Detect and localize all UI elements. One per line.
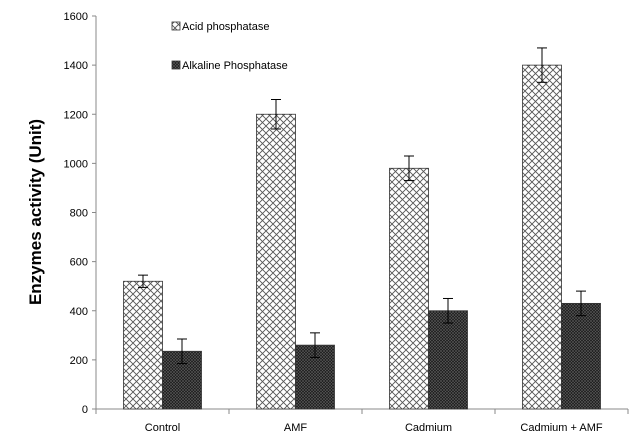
x-tick-label: Control [145,422,180,434]
x-tick-label: AMF [284,422,308,434]
legend-label: Alkaline Phosphatase [182,60,288,72]
y-tick-label: 400 [70,306,88,318]
y-axis: 0 200 400 600 800 1000 1200 1400 1600 [64,11,97,416]
bar-acid-phosphatase [256,113,296,410]
y-tick-label: 600 [70,257,88,269]
x-tick-label: Cadmium [405,422,452,434]
x-tick-label: Cadmium + AMF [520,422,602,434]
bar-acid-phosphatase [389,167,429,410]
y-axis-label: Enzymes activity (Unit) [26,119,45,305]
y-tick-label: 0 [82,404,88,416]
legend: Acid phosphatase Alkaline Phosphatase [171,21,288,72]
legend-label: Acid phosphatase [182,21,269,33]
bar-alkaline-phosphatase [561,302,601,410]
y-tick-label: 200 [70,355,88,367]
y-tick-label: 1000 [64,158,88,170]
y-tick-label: 800 [70,208,88,220]
bars [123,47,601,410]
x-axis: Control AMF Cadmium Cadmium + AMF [95,408,629,434]
bar-acid-phosphatase [123,280,163,410]
legend-swatch [171,21,181,31]
legend-swatch [171,60,181,70]
bar-acid-phosphatase [522,64,562,410]
y-tick-label: 1400 [64,60,88,72]
bar-alkaline-phosphatase [428,310,468,410]
y-tick-label: 1600 [64,11,88,23]
y-tick-label: 1200 [64,109,88,121]
